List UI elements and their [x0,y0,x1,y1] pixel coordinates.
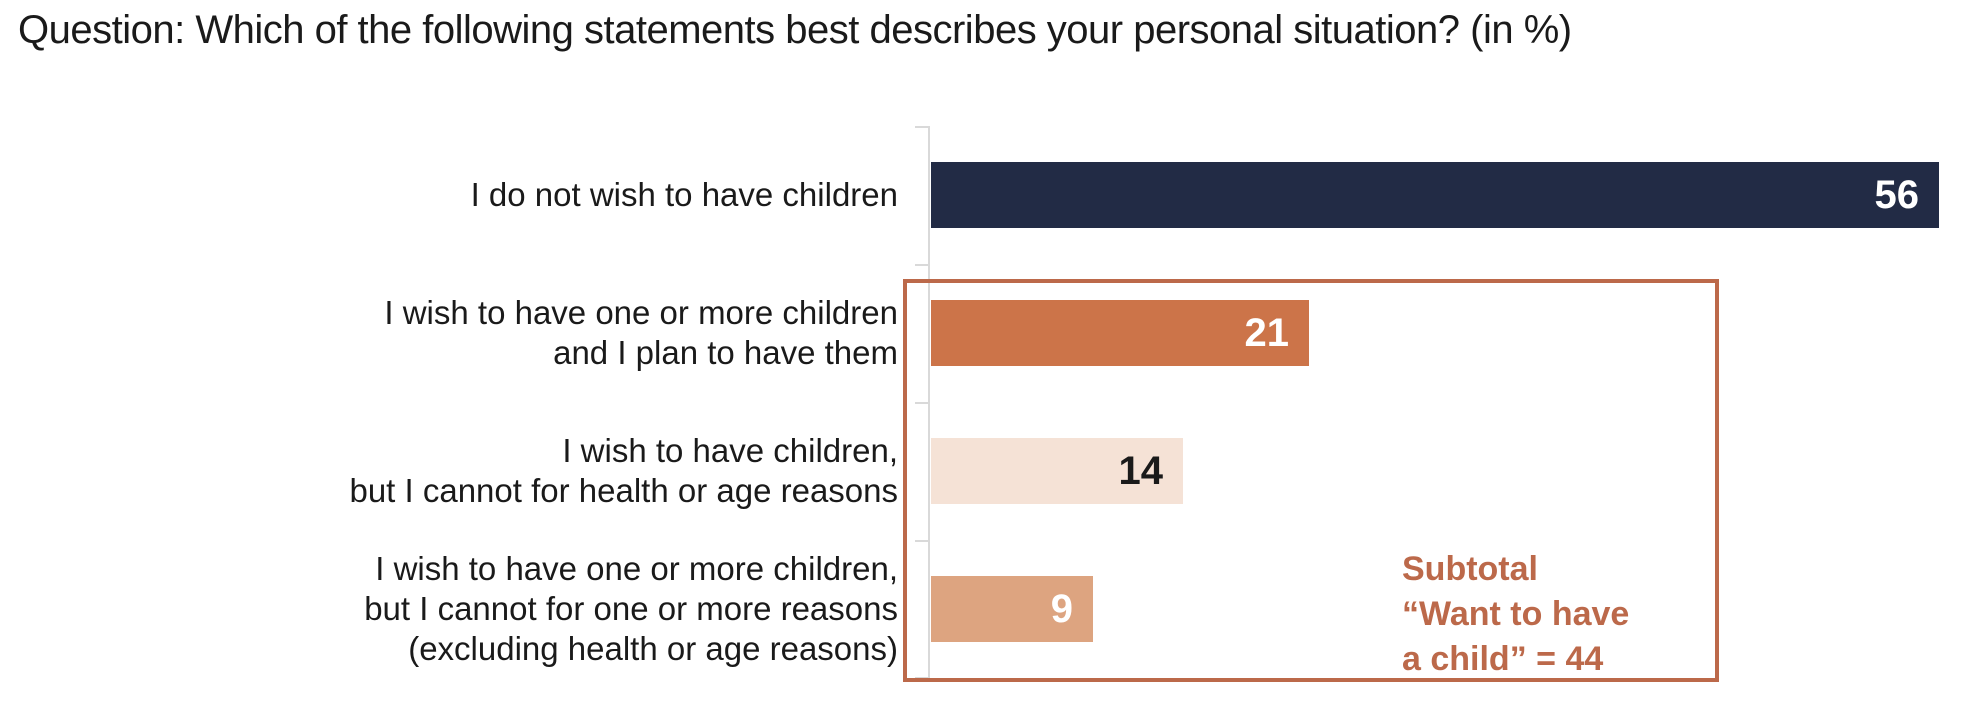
category-label: I wish to have one or more children, but … [0,549,898,669]
category-label-line: I wish to have one or more children, [375,550,898,587]
axis-tick [915,540,929,542]
subtotal-annotation-line: “Want to have [1402,595,1630,633]
bar: 21 [931,300,1309,366]
category-label-line: I wish to have children, [562,432,898,469]
category-label-line: (excluding health or age reasons) [408,630,898,667]
subtotal-annotation-line: a child” = 44 [1402,640,1604,678]
category-label-line: and I plan to have them [553,334,898,371]
subtotal-annotation-line: Subtotal [1402,550,1538,588]
category-label-line: but I cannot for health or age reasons [349,472,898,509]
category-label-line: I wish to have one or more children [384,294,898,331]
axis-tick [915,264,929,266]
axis-tick [915,126,929,128]
category-label: I do not wish to have children [0,175,898,215]
bar: 9 [931,576,1093,642]
bar: 14 [931,438,1183,504]
bar-value-label: 14 [1118,448,1164,493]
subtotal-highlight-box [903,279,1719,682]
axis-tick [915,402,929,404]
category-label: I wish to have one or more children and I… [0,293,898,373]
y-axis-line [928,126,930,679]
category-label-line: I do not wish to have children [470,176,898,213]
chart-title: Question: Which of the following stateme… [18,8,1572,52]
category-label-line: but I cannot for one or more reasons [364,590,898,627]
bar: 56 [931,162,1939,228]
bar-value-label: 56 [1874,172,1920,217]
bar-value-label: 21 [1244,310,1290,355]
subtotal-annotation: Subtotal “Want to have a child” = 44 [1402,547,1629,682]
bar-value-label: 9 [1050,586,1073,631]
category-label: I wish to have children, but I cannot for… [0,431,898,511]
